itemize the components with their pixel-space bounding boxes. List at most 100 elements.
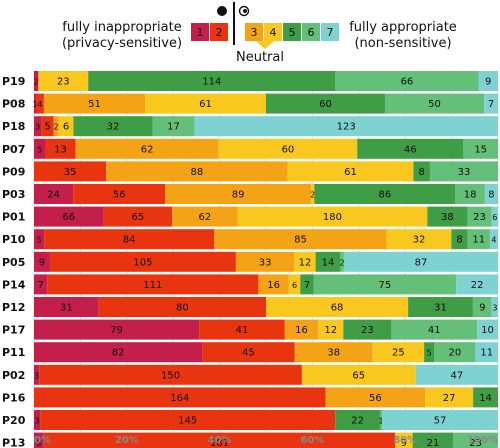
- bar-data-label: 65: [352, 370, 365, 381]
- bar-data-label: 68: [331, 303, 344, 314]
- bar-data-label: 62: [198, 212, 211, 223]
- bar-segment: [314, 184, 456, 204]
- bar-segment: [194, 116, 498, 137]
- x-tick-label: 0%: [34, 435, 51, 446]
- bar-segment: [491, 206, 498, 227]
- bar-segment: [40, 410, 336, 430]
- bar-segment: [318, 319, 344, 340]
- row-label-P11: P11: [2, 346, 25, 359]
- bar-data-label: 75: [378, 280, 391, 291]
- bar-data-label: 62: [141, 144, 154, 155]
- bar-data-label: 11: [472, 235, 485, 246]
- bar-segment: [43, 432, 396, 448]
- bar-segment: [408, 297, 473, 317]
- bar-data-label: 61: [344, 167, 357, 178]
- bar-segment: [34, 161, 107, 182]
- bar-segment: [34, 184, 74, 204]
- bar-segment: [34, 432, 44, 448]
- x-tick-label: 20%: [115, 435, 139, 446]
- bar-data-label: 87: [415, 257, 428, 268]
- bar-segment: [284, 319, 319, 340]
- row-label-P14: P14: [2, 278, 26, 291]
- bar-segment: [58, 116, 74, 137]
- bar-data-label: 9: [401, 438, 407, 448]
- bar-data-label: 86: [379, 190, 392, 201]
- bar-segment: [49, 251, 236, 272]
- bar-data-label: 145: [178, 416, 197, 427]
- legend-level-7: 7: [327, 26, 334, 39]
- bar-segment: [343, 319, 392, 340]
- row-label-P08: P08: [2, 98, 25, 111]
- bar-data-label: 60: [282, 144, 295, 155]
- bar-segment: [335, 71, 479, 91]
- bar-data-label: 13: [54, 144, 67, 155]
- neutral-label: Neutral: [236, 50, 284, 65]
- legend-swatch-7: [321, 23, 339, 41]
- bar-data-label: 16: [295, 325, 308, 336]
- bar-data-label: 180: [323, 212, 342, 223]
- bar-segment: [425, 387, 474, 408]
- bar-data-label: 79: [110, 325, 123, 336]
- bar-segment: [98, 297, 267, 317]
- bar-segment: [335, 410, 380, 430]
- bar-segment: [34, 138, 46, 159]
- bar-data-label: 51: [88, 99, 101, 110]
- bar-data-label: 60: [319, 99, 332, 110]
- legend-level-4: 4: [270, 26, 277, 39]
- bar-data-label: 56: [369, 393, 382, 404]
- bar-data-label: 3: [34, 371, 39, 380]
- bar-segment: [34, 342, 203, 363]
- bar-data-label: 4: [491, 236, 496, 245]
- bar-data-label: 23: [473, 212, 486, 223]
- bar-data-label: 88: [191, 167, 204, 178]
- legend-level-2: 2: [216, 26, 223, 39]
- bar-data-label: 50: [428, 99, 441, 110]
- neutral-marker-icon: [256, 41, 274, 49]
- bar-data-label: 16: [267, 280, 280, 291]
- bar-segment: [34, 319, 200, 340]
- legend-swatch-5: [283, 23, 301, 41]
- bar-segment: [43, 93, 146, 114]
- bar-data-label: 57: [434, 416, 447, 427]
- bar-segment: [489, 229, 498, 250]
- legend-swatch-6: [302, 23, 320, 41]
- x-tick-label: 80%: [393, 435, 417, 446]
- bar-segment: [258, 274, 289, 295]
- bar-segment: [294, 251, 316, 272]
- bar-data-label: 5: [36, 439, 41, 448]
- row-label-P03: P03: [2, 188, 25, 201]
- bar-segment: [484, 93, 498, 114]
- legend-left-label-line1: fully inappropriate: [62, 20, 182, 35]
- bar-data-label: 6: [63, 122, 69, 133]
- bar-data-label: 3: [492, 304, 497, 313]
- bar-segment: [165, 184, 312, 204]
- legend-right-label-line2: (non-sensitive): [354, 36, 452, 51]
- bar-segment: [391, 319, 478, 340]
- row-label-P05: P05: [2, 256, 25, 269]
- bar-data-label: 33: [458, 167, 471, 178]
- bar-segment: [467, 206, 492, 227]
- bar-segment: [53, 116, 59, 137]
- bar-data-label: 23: [469, 438, 482, 448]
- bar-segment: [429, 161, 498, 182]
- bar-data-label: 2: [34, 78, 39, 87]
- bar-segment: [455, 184, 485, 204]
- bar-segment: [294, 342, 373, 363]
- bar-data-label: 47: [450, 370, 463, 381]
- bar-segment: [34, 229, 45, 250]
- non-sensitive-eye-pupil-icon: [243, 9, 247, 13]
- bar-segment: [477, 319, 498, 340]
- bar-segment: [472, 297, 492, 317]
- x-tick-label: 40%: [208, 435, 232, 446]
- bar-segment: [235, 251, 295, 272]
- bar-data-label: 9: [479, 303, 485, 314]
- bar-data-label: 23: [361, 325, 374, 336]
- bar-data-label: 9: [39, 257, 45, 268]
- bar-segment: [172, 206, 238, 227]
- bar-segment: [424, 342, 435, 363]
- bar-data-label: 6: [492, 213, 497, 222]
- bar-segment: [218, 138, 358, 159]
- bar-segment: [372, 342, 425, 363]
- bar-segment: [34, 93, 36, 114]
